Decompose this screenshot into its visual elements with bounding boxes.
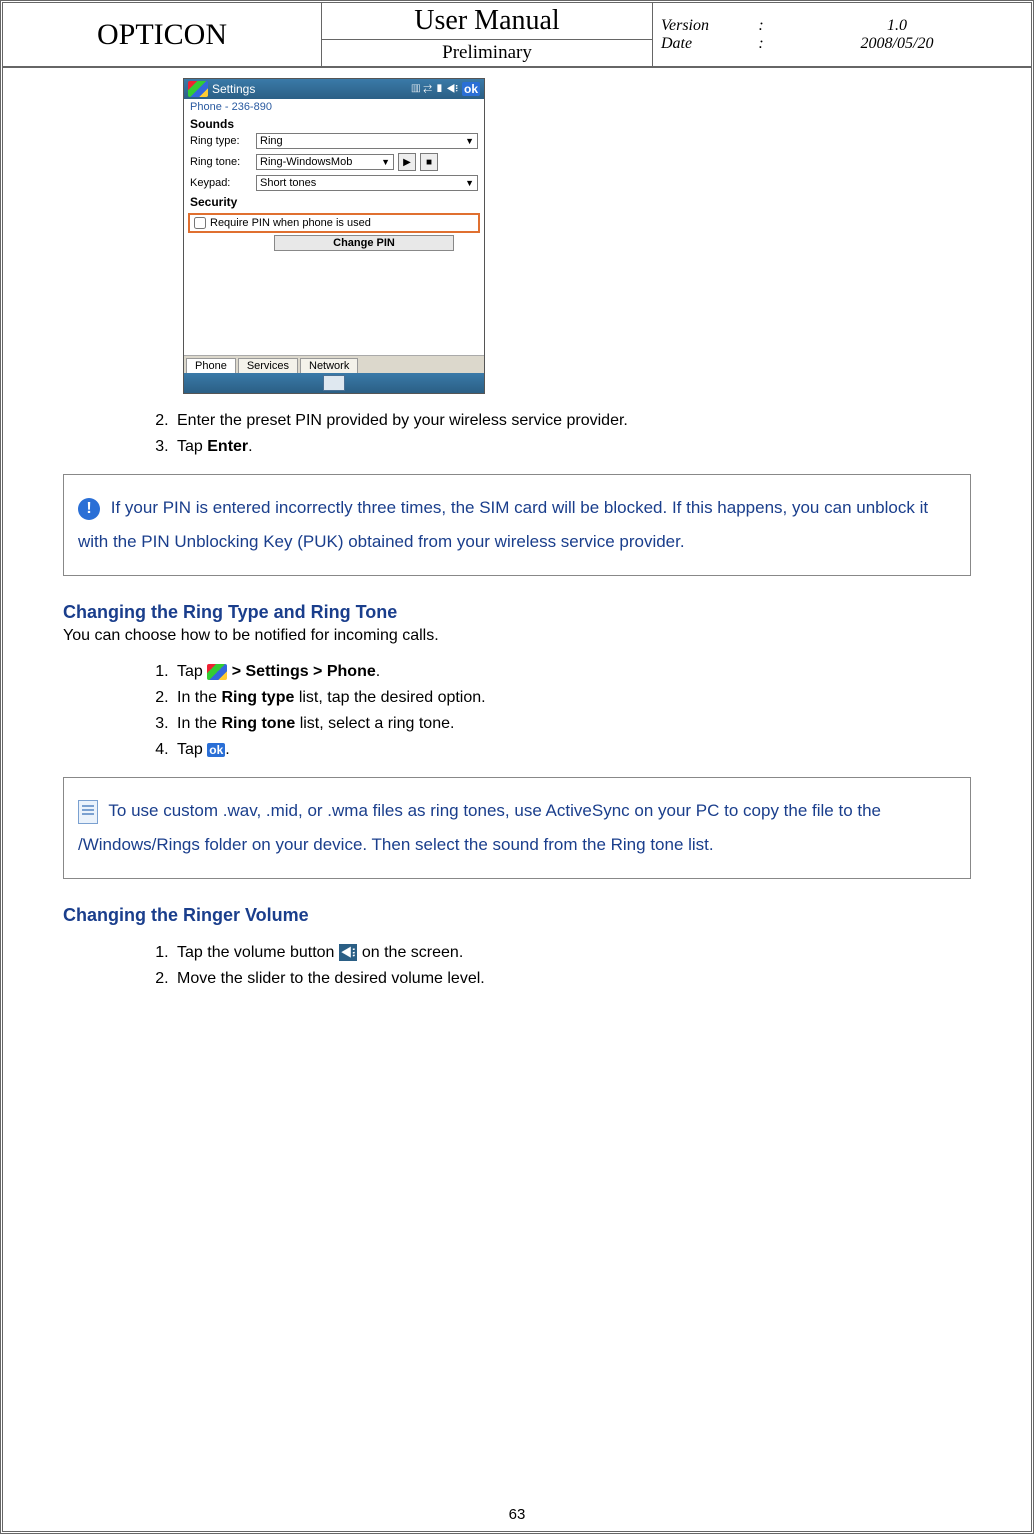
ring-type-row: Ring type: Ring ▼ (184, 131, 484, 151)
step-a-3-pre: Tap (177, 438, 207, 455)
ok-button[interactable]: ok (462, 82, 480, 96)
step-b-3: In the Ring tone list, select a ring ton… (173, 711, 971, 737)
step-b-4: Tap ok. (173, 737, 971, 763)
titlebar: Settings ▥ ⇄ ▮ ◀፧ ok (184, 79, 484, 99)
spacer (184, 255, 484, 355)
screenshot-wrap: Settings ▥ ⇄ ▮ ◀፧ ok Phone - 236-890 Sou… (63, 78, 971, 394)
step-b-1-pre: Tap (177, 663, 207, 680)
date-label: Date (661, 35, 751, 53)
step-a-3-bold: Enter (207, 438, 248, 455)
step-b-2-bold: Ring type (221, 689, 294, 706)
step-b-4-post: . (225, 741, 229, 758)
keypad-label: Keypad: (190, 177, 252, 189)
start-icon[interactable] (207, 664, 227, 680)
colon: : (751, 35, 771, 53)
title-block: User Manual Preliminary (322, 3, 653, 66)
section-sounds: Sounds (184, 115, 484, 131)
phone-subheader: Phone - 236-890 (184, 99, 484, 115)
step-b-2-post: list, tap the desired option. (294, 689, 485, 706)
keypad-value: Short tones (260, 177, 316, 189)
ring-tone-label: Ring tone: (190, 156, 252, 168)
step-c-1: Tap the volume button ◀፧ on the screen. (173, 940, 971, 966)
info-text: To use custom .wav, .mid, or .wma files … (78, 801, 881, 854)
chevron-down-icon: ▼ (381, 157, 390, 167)
step-b-1-mid: > Settings > Phone (232, 663, 376, 680)
step-b-3-post: list, select a ring tone. (295, 715, 454, 732)
stop-button[interactable]: ■ (420, 153, 438, 171)
section-ringer-volume: Changing the Ringer Volume (63, 905, 971, 926)
tab-phone[interactable]: Phone (186, 358, 236, 373)
info-notice: To use custom .wav, .mid, or .wma files … (63, 777, 971, 879)
sip-bar (184, 373, 484, 393)
keypad-row: Keypad: Short tones ▼ (184, 173, 484, 193)
chevron-down-icon: ▼ (465, 178, 474, 188)
version-label: Version (661, 17, 751, 35)
tab-network[interactable]: Network (300, 358, 358, 373)
section-security: Security (184, 193, 484, 209)
ring-type-value: Ring (260, 135, 283, 147)
warning-text: If your PIN is entered incorrectly three… (78, 498, 928, 551)
steps-b: Tap > Settings > Phone. In the Ring type… (63, 659, 971, 763)
step-a-2: Enter the preset PIN provided by your wi… (173, 408, 971, 434)
steps-a: Enter the preset PIN provided by your wi… (63, 408, 971, 460)
ring-tone-row: Ring tone: Ring-WindowsMob ▼ ▶ ■ (184, 151, 484, 173)
section-ring-type-tone: Changing the Ring Type and Ring Tone (63, 602, 971, 623)
start-icon[interactable] (188, 81, 208, 97)
step-b-4-pre: Tap (177, 741, 207, 758)
volume-icon[interactable]: ◀፧ (339, 944, 358, 961)
warning-icon: ! (78, 498, 100, 520)
step-c-1-pre: Tap the volume button (177, 944, 339, 961)
date-row: Date : 2008/05/20 (661, 35, 1023, 53)
document-header: OPTICON User Manual Preliminary Version … (3, 3, 1031, 68)
step-a-2-text: Enter the preset PIN provided by your wi… (177, 412, 628, 429)
brand: OPTICON (3, 3, 322, 66)
chevron-down-icon: ▼ (465, 136, 474, 146)
ring-tone-value: Ring-WindowsMob (260, 156, 352, 168)
step-c-1-post: on the screen. (362, 944, 463, 961)
step-c-2: Move the slider to the desired volume le… (173, 966, 971, 992)
version-value: 1.0 (771, 17, 1023, 35)
lead-ringtype: You can choose how to be notified for in… (63, 627, 971, 645)
colon: : (751, 17, 771, 35)
keyboard-icon[interactable] (323, 375, 345, 391)
step-b-1-post: . (376, 663, 380, 680)
require-pin-checkbox[interactable] (194, 217, 206, 229)
ok-badge[interactable]: ok (207, 743, 225, 757)
doc-subtitle: Preliminary (322, 40, 652, 66)
keypad-select[interactable]: Short tones ▼ (256, 175, 478, 191)
date-value: 2008/05/20 (771, 35, 1023, 53)
version-row: Version : 1.0 (661, 17, 1023, 35)
content: Settings ▥ ⇄ ▮ ◀፧ ok Phone - 236-890 Sou… (3, 68, 1031, 1004)
device-screenshot: Settings ▥ ⇄ ▮ ◀፧ ok Phone - 236-890 Sou… (183, 78, 485, 394)
step-b-3-bold: Ring tone (221, 715, 295, 732)
tab-bar: Phone Services Network (184, 355, 484, 373)
step-b-2-pre: In the (177, 689, 221, 706)
doc-title: User Manual (322, 3, 652, 40)
steps-c: Tap the volume button ◀፧ on the screen. … (63, 940, 971, 992)
meta-block: Version : 1.0 Date : 2008/05/20 (653, 3, 1031, 66)
step-a-3: Tap Enter. (173, 434, 971, 460)
ring-type-select[interactable]: Ring ▼ (256, 133, 478, 149)
change-pin-button[interactable]: Change PIN (274, 235, 454, 251)
status-icons: ▥ ⇄ ▮ ◀፧ (412, 83, 458, 96)
step-b-2: In the Ring type list, tap the desired o… (173, 685, 971, 711)
require-pin-label: Require PIN when phone is used (210, 217, 371, 229)
warning-notice: ! If your PIN is entered incorrectly thr… (63, 474, 971, 576)
page-number: 63 (3, 1506, 1031, 1523)
play-button[interactable]: ▶ (398, 153, 416, 171)
require-pin-highlight: Require PIN when phone is used (188, 213, 480, 233)
step-b-1: Tap > Settings > Phone. (173, 659, 971, 685)
tab-services[interactable]: Services (238, 358, 298, 373)
step-c-2-text: Move the slider to the desired volume le… (177, 970, 485, 987)
document-icon (78, 800, 98, 824)
ring-type-label: Ring type: (190, 135, 252, 147)
step-b-3-pre: In the (177, 715, 221, 732)
titlebar-text: Settings (212, 82, 255, 96)
ring-tone-select[interactable]: Ring-WindowsMob ▼ (256, 154, 394, 170)
page: OPTICON User Manual Preliminary Version … (0, 0, 1034, 1534)
